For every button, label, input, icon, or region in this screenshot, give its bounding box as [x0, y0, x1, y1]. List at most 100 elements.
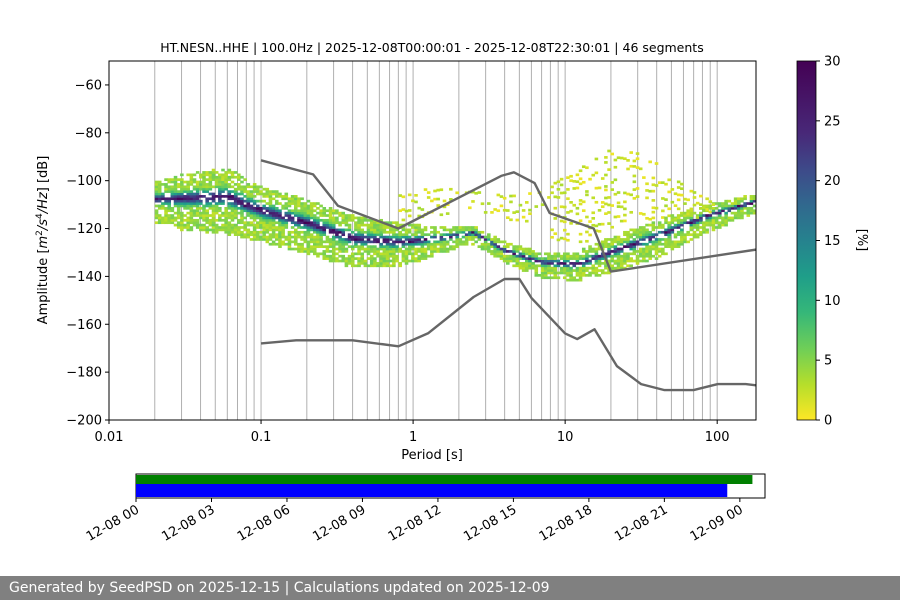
density-cell: [487, 242, 491, 246]
colorbar-label: [%]: [854, 229, 869, 252]
density-cell: [575, 173, 580, 177]
density-cell: [360, 262, 365, 265]
density-cell: [366, 245, 371, 248]
density-cell: [439, 235, 444, 239]
density-cell: [243, 190, 247, 193]
density-cell: [487, 202, 491, 205]
density-cell: [600, 242, 605, 246]
density-cell: [335, 257, 339, 260]
density-cell: [553, 206, 558, 210]
density-cell: [727, 199, 732, 203]
density-cell: [518, 252, 523, 256]
density-cell: [366, 247, 371, 251]
density-cell: [724, 202, 728, 205]
density-cell: [452, 240, 456, 244]
density-cell: [366, 252, 371, 256]
density-cell: [550, 269, 554, 272]
density-cell: [506, 245, 510, 248]
density-cell: [192, 211, 197, 215]
density-cell: [534, 264, 539, 268]
density-cell: [581, 247, 586, 251]
density-cell: [176, 211, 181, 215]
density-cell: [667, 207, 671, 211]
density-cell: [281, 240, 285, 244]
density-cell: [626, 235, 630, 239]
density-cell: [252, 202, 257, 205]
density-cell: [189, 206, 194, 210]
density-cell: [344, 242, 349, 246]
density-cell: [667, 230, 671, 234]
density-cell: [661, 223, 665, 227]
density-cell: [189, 190, 194, 193]
density-cell: [642, 242, 646, 246]
density-cell: [176, 195, 181, 198]
density-cell: [262, 195, 266, 198]
density-cell: [300, 245, 304, 248]
density-cell: [493, 242, 497, 246]
density-cell: [398, 250, 402, 253]
x-tick-label: 10: [557, 430, 574, 445]
density-cell: [275, 233, 279, 237]
density-cell: [426, 245, 431, 248]
density-cell: [218, 197, 222, 201]
density-cell: [366, 230, 371, 234]
density-cell: [718, 223, 722, 227]
density-cell: [186, 202, 190, 205]
density-cell: [569, 174, 573, 178]
density-cell: [319, 235, 323, 239]
density-cell: [388, 242, 393, 246]
availability-bars: [136, 475, 753, 497]
density-cell: [638, 226, 643, 229]
density-cell: [610, 259, 615, 263]
density-cell: [528, 252, 532, 256]
availability-bar: [136, 475, 753, 484]
density-cell: [303, 238, 308, 241]
density-cell: [278, 235, 282, 239]
density-cell: [534, 271, 539, 275]
density-cell: [322, 211, 327, 215]
density-cell: [211, 192, 216, 196]
density-cell: [455, 226, 459, 229]
density-cell: [714, 221, 719, 225]
density-cell: [338, 228, 342, 232]
density-cell: [341, 238, 346, 241]
density-cell: [581, 269, 586, 272]
density-cell: [262, 216, 266, 220]
density-cell: [445, 233, 450, 237]
density-cell: [350, 218, 355, 222]
density-cell: [183, 223, 187, 227]
density-cell: [499, 254, 504, 258]
density-cell: [711, 203, 716, 206]
density-cell: [186, 216, 190, 220]
density-cell: [354, 257, 358, 260]
density-cell: [205, 183, 209, 186]
density-cell: [195, 214, 200, 217]
density-cell: [192, 214, 197, 217]
density-cell: [347, 257, 352, 260]
density-cell: [227, 221, 232, 225]
density-cell: [404, 228, 409, 232]
density-cell: [312, 247, 317, 251]
density-cell: [192, 187, 197, 191]
density-cell: [426, 191, 431, 194]
colorbar: [796, 60, 817, 421]
density-cell: [600, 177, 605, 180]
density-cell: [278, 202, 282, 205]
density-cell: [278, 216, 282, 220]
density-cell: [170, 192, 175, 196]
density-cell: [202, 226, 206, 229]
density-cell: [376, 230, 380, 234]
density-cell: [515, 245, 520, 248]
density-cell: [553, 217, 558, 220]
density-cell: [354, 264, 358, 268]
density-cell: [176, 214, 181, 217]
density-cell: [411, 257, 415, 260]
density-cell: [752, 199, 756, 203]
density-cell: [733, 216, 738, 220]
density-cell: [543, 264, 548, 268]
density-cell: [214, 183, 219, 186]
density-cell: [221, 214, 225, 217]
density-cell: [718, 209, 722, 213]
density-cell: [230, 185, 235, 189]
density-cell: [648, 233, 652, 237]
